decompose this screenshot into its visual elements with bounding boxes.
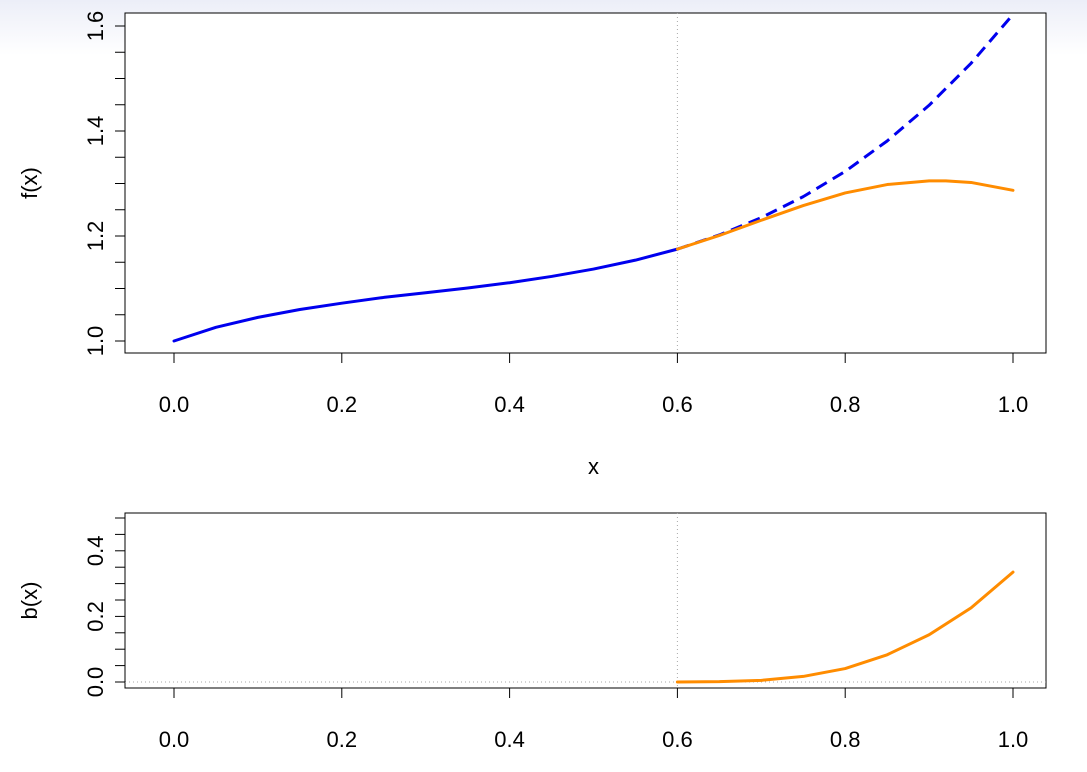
- x-tick-label: 0.2: [327, 727, 358, 752]
- plot-panel-bottom: 0.0 0.2 0.4 0.6 0.8 1.0 0.0 0.2 0.4 b(x): [17, 512, 1047, 752]
- y-tick-label: 0.2: [83, 601, 108, 632]
- plot-panel-top: 0.0 0.2 0.4 0.6 0.8 1.0 x 1.0 1.2 1.4 1.6 f(x): [17, 11, 1047, 479]
- x-tick-label: 0.8: [830, 727, 861, 752]
- plot-box: [124, 512, 1047, 689]
- y-axis-title: f(x): [17, 167, 42, 199]
- y-tick-label: 1.2: [83, 221, 108, 252]
- y-tick-label: 0.0: [83, 667, 108, 698]
- x-tick-label: 0.0: [159, 392, 190, 417]
- x-tick-label: 0.8: [830, 392, 861, 417]
- y-tick-label: 1.0: [83, 326, 108, 357]
- x-tick-label: 1.0: [998, 727, 1029, 752]
- x-tick-label: 0.4: [494, 392, 525, 417]
- series-line-top-0: [172, 247, 679, 343]
- x-tick-label: 0.2: [327, 392, 358, 417]
- y-tick-label: 1.4: [83, 116, 108, 147]
- y-tick-label: 0.4: [83, 536, 108, 567]
- y-tick-label: 1.6: [83, 11, 108, 42]
- series-line-bottom-0: [675, 570, 1015, 684]
- x-tick-label: 0.6: [662, 392, 693, 417]
- x-tick-label: 0.4: [494, 727, 525, 752]
- x-tick-label: 0.0: [159, 727, 190, 752]
- series-line-top-2: [675, 179, 1015, 251]
- x-tick-label: 1.0: [998, 392, 1029, 417]
- x-tick-label: 0.6: [662, 727, 693, 752]
- x-axis-title: x: [588, 454, 599, 479]
- y-axis-title: b(x): [17, 582, 42, 620]
